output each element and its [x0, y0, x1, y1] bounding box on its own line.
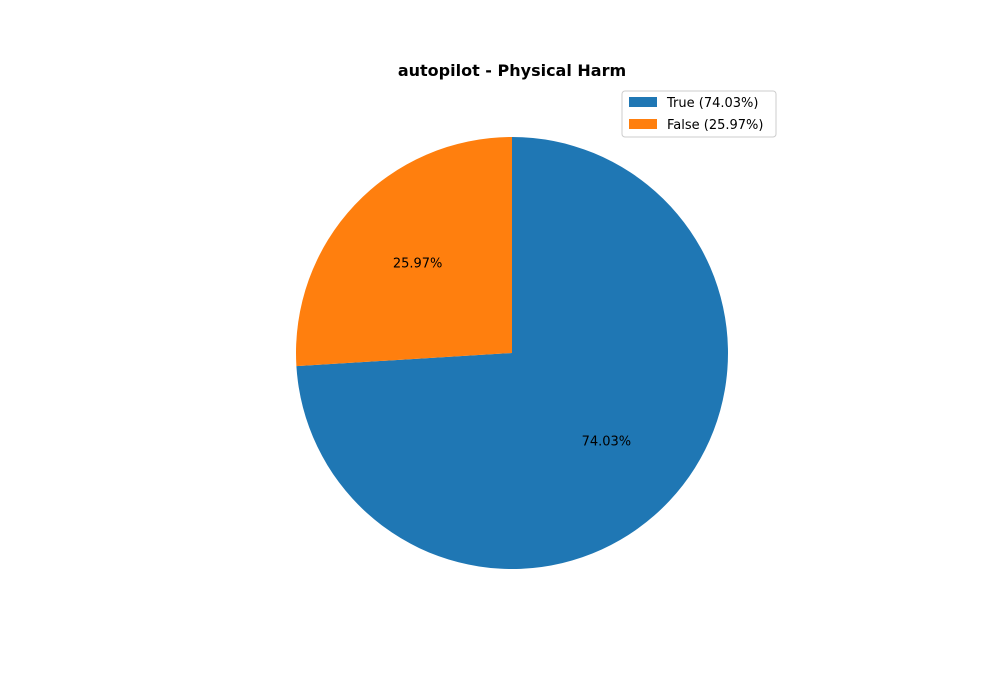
pie — [295, 137, 728, 569]
pie-labels: 74.03% 25.97% — [393, 257, 631, 450]
legend-label-true: True (74.03%) — [666, 96, 758, 111]
legend-swatch-false — [629, 119, 657, 129]
pie-slice-label-false: 25.97% — [393, 257, 443, 272]
pie-slice-false — [295, 137, 512, 367]
legend-swatch-true — [629, 97, 657, 107]
chart-title: autopilot - Physical Harm — [398, 61, 626, 80]
pie-slice-true — [296, 137, 728, 569]
legend-label-false: False (25.97%) — [667, 118, 763, 133]
legend: True (74.03%) False (25.97%) — [621, 90, 777, 138]
pie-slice-label-true: 74.03% — [582, 434, 632, 449]
legend-frame — [621, 90, 777, 138]
